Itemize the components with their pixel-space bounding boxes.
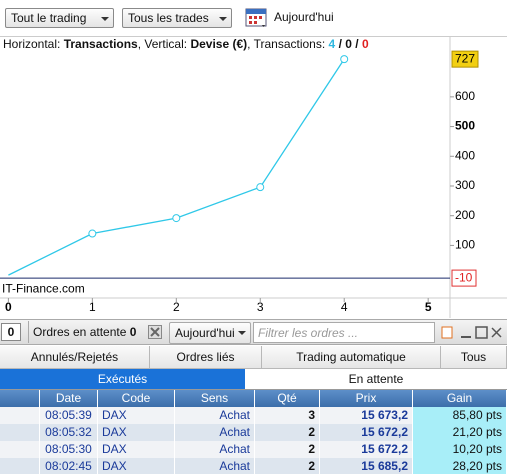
header-value: Transactions (63, 37, 138, 51)
cell: 21,20 pts (413, 424, 507, 441)
trades-dropdown[interactable]: Tous les trades (122, 8, 232, 28)
tab[interactable]: Ordres liés (150, 346, 262, 369)
point (340, 55, 349, 64)
x-tick-label: 2 (173, 300, 180, 314)
y-tick-label: 100 (455, 238, 475, 252)
min-marker-label: -10 (455, 270, 473, 284)
cell: 2 (255, 458, 320, 474)
header-value: Devise (€) (190, 37, 248, 51)
calendar-days (249, 16, 262, 24)
max-marker-label: 727 (455, 51, 475, 65)
pending-count: 0 (129, 325, 137, 339)
subtab[interactable]: En attente (245, 369, 507, 390)
separator: / (338, 37, 342, 51)
window-controls (441, 326, 502, 339)
point (88, 229, 97, 238)
cell: 15 672,2 (320, 424, 413, 441)
column-header: Gain (413, 390, 507, 407)
calendar-icon[interactable] (245, 6, 269, 30)
count: 0 (361, 37, 369, 51)
watermark: IT-Finance.com (2, 281, 85, 295)
row-icon (0, 441, 40, 458)
cell: 2 (255, 424, 320, 441)
subtab[interactable]: Exécutés (0, 369, 245, 390)
cell: 08:05:32 (40, 424, 98, 441)
cell: Achat (175, 458, 255, 474)
x-tick-label: 5 (425, 300, 432, 314)
x-tick-label: 3 (257, 300, 264, 314)
separator: / (355, 37, 359, 51)
header-label: , Vertical: (137, 37, 188, 51)
y-tick-label: 200 (455, 208, 475, 222)
close[interactable] (491, 327, 502, 338)
header-label: , Transactions: (247, 37, 326, 51)
y-tick-label: 500 (455, 119, 475, 133)
header-icons (0, 390, 40, 407)
calendar-arrow (262, 25, 265, 27)
cell: DAX (98, 407, 175, 424)
cell: 15 673,2 (320, 407, 413, 424)
maximize[interactable] (475, 326, 488, 339)
pending-orders[interactable]: Ordres en attente 0 (28, 321, 168, 343)
count-box[interactable]: 0 (1, 323, 21, 341)
min-marker-box (451, 269, 477, 287)
clear-icon[interactable] (148, 325, 162, 339)
max-marker-box (451, 50, 479, 68)
cell: 08:05:30 (40, 441, 98, 458)
pending-label: Ordres en attente (33, 325, 127, 339)
tab[interactable]: Trading automatique (262, 346, 441, 369)
row-icon (0, 458, 40, 474)
calendar-top (246, 9, 266, 14)
scope-dropdown[interactable]: Tout le trading (5, 8, 114, 28)
count: 4 (328, 37, 336, 51)
point (172, 214, 181, 223)
x-tick-label: 0 (5, 300, 12, 314)
row-icon (0, 424, 40, 441)
column-header: Code (98, 390, 175, 407)
x-tick-label: 4 (341, 300, 348, 314)
x-tick-label: 1 (89, 300, 96, 314)
cell: Achat (175, 441, 255, 458)
cell: 2 (255, 441, 320, 458)
cell: 10,20 pts (413, 441, 507, 458)
cell: DAX (98, 458, 175, 474)
cell: 28,20 pts (413, 458, 507, 474)
y-tick-label: 600 (455, 89, 475, 103)
cell: 85,80 pts (413, 407, 507, 424)
icon[interactable] (441, 326, 453, 339)
cell: 08:05:39 (40, 407, 98, 424)
point (256, 183, 265, 192)
line (8, 58, 345, 276)
row-icon (0, 407, 40, 424)
column-header: Qté (255, 390, 320, 407)
y-tick-label: 400 (455, 148, 475, 162)
column-header: Date (40, 390, 98, 407)
cell: Achat (175, 424, 255, 441)
cell: 15 672,2 (320, 441, 413, 458)
column-header: Prix (320, 390, 413, 407)
cell: Achat (175, 407, 255, 424)
cell: 15 685,2 (320, 458, 413, 474)
cell: 3 (255, 407, 320, 424)
y-tick-label: 300 (455, 178, 475, 192)
column-header: Sens (175, 390, 255, 407)
tab[interactable]: Tous (441, 346, 507, 369)
date-label: Aujourd'hui (274, 10, 334, 24)
cell: 08:02:45 (40, 458, 98, 474)
cell: DAX (98, 441, 175, 458)
tab[interactable]: Annulés/Rejetés (0, 346, 150, 369)
chart-header: Horizontal: Transactions, Vertical: Devi… (0, 37, 507, 51)
cell: DAX (98, 424, 175, 441)
date-dropdown[interactable]: Aujourd'hui (169, 322, 251, 344)
header-label: Horizontal: (3, 37, 61, 51)
count: 0 (345, 37, 352, 51)
filter-input[interactable]: Filtrer les ordres ... (253, 322, 435, 343)
